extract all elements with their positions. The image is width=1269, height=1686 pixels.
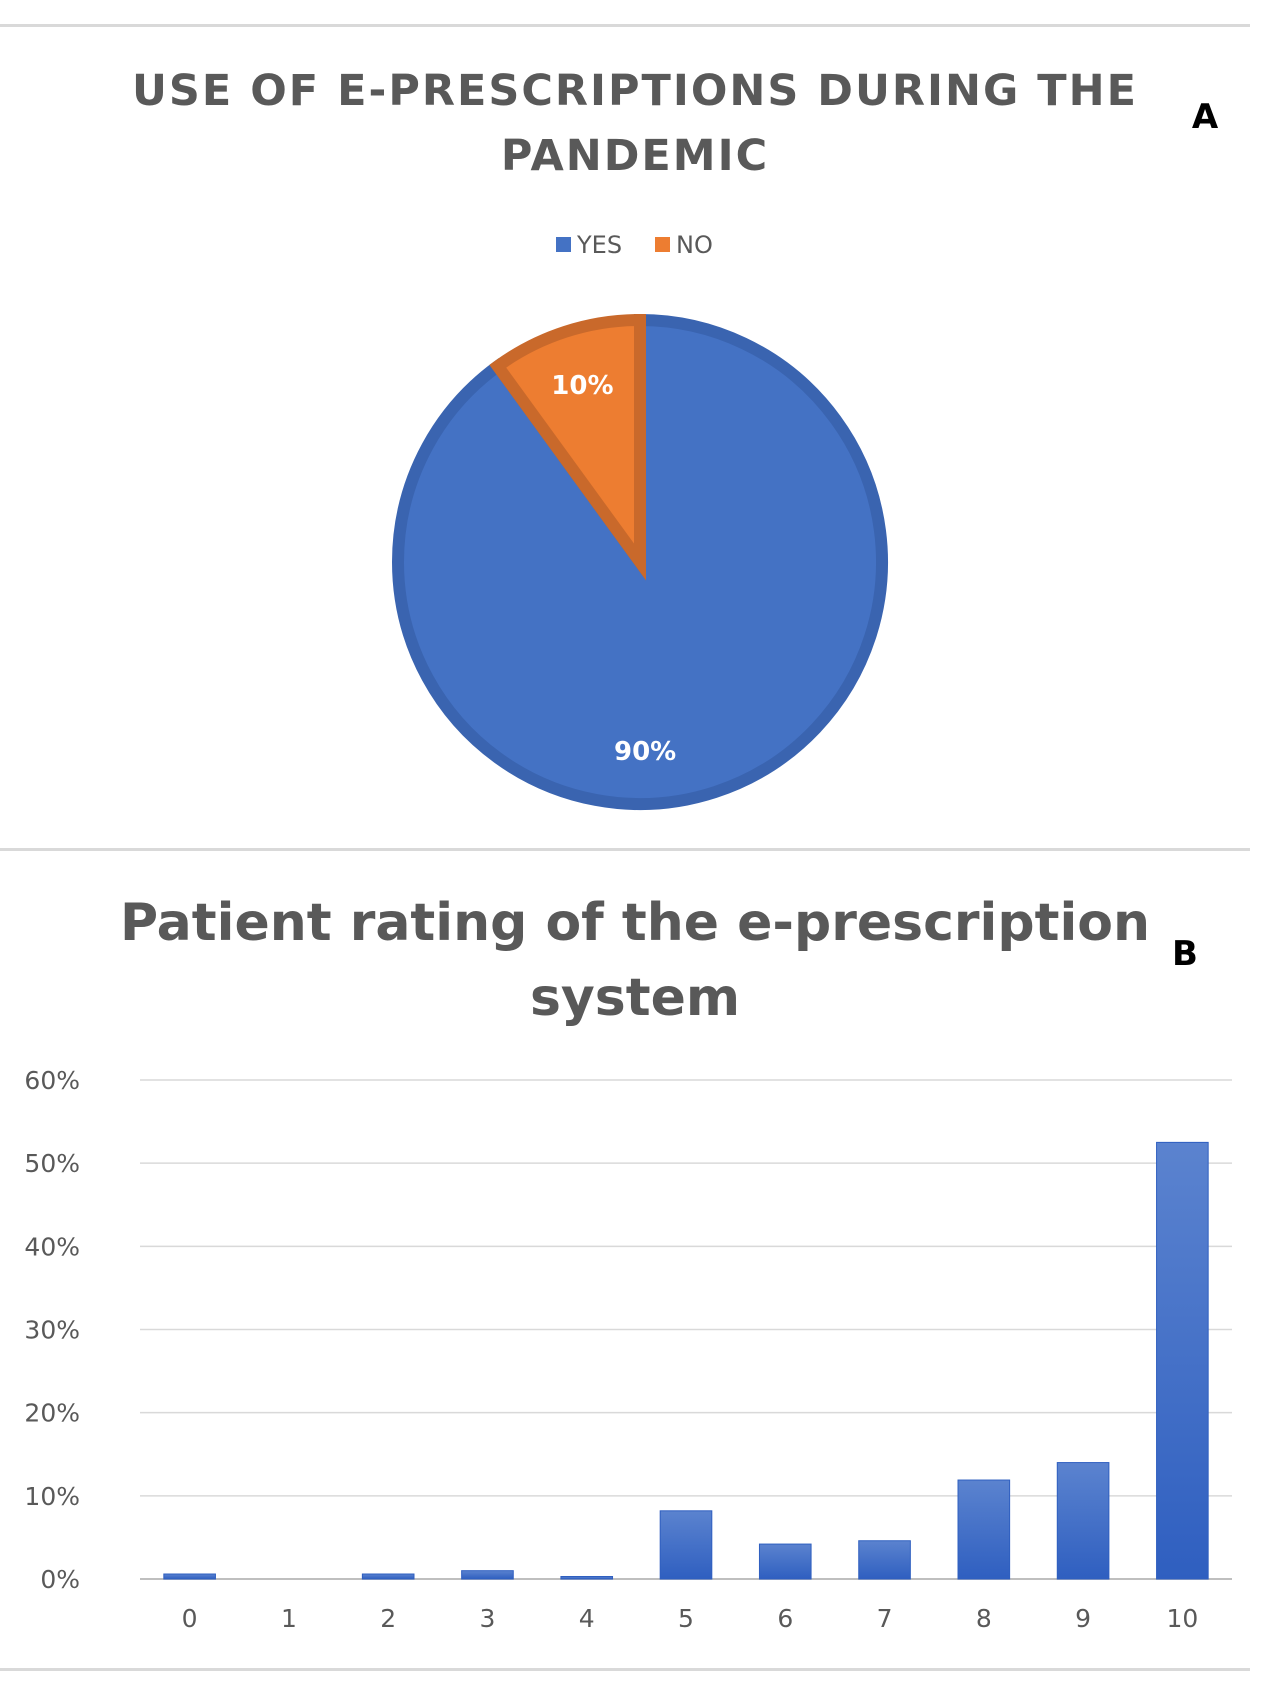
bottom-divider — [0, 1668, 1250, 1671]
bar-chart-title-line2: system — [530, 968, 740, 1028]
bar-rating-3 — [461, 1570, 514, 1580]
x-tick-label: 9 — [1075, 1604, 1091, 1633]
middle-divider — [0, 848, 1250, 851]
pie-slices: 90% 10% — [392, 313, 888, 810]
y-tick-label: 40% — [24, 1232, 80, 1261]
pie-data-label-yes: 90% — [614, 737, 676, 767]
bar-rating-7 — [858, 1540, 911, 1580]
pie-chart-title-line2: PANDEMIC — [501, 131, 769, 181]
bar-marks — [163, 1141, 1209, 1580]
x-tick-label: 3 — [480, 1604, 496, 1633]
x-tick-label: 5 — [678, 1604, 694, 1633]
bar-rating-0 — [163, 1573, 216, 1580]
x-tick-label: 6 — [777, 1604, 793, 1633]
pie-legend: YES NO — [556, 231, 713, 259]
x-tick-label: 4 — [579, 1604, 595, 1633]
legend-label-yes: YES — [576, 231, 622, 259]
y-tick-label: 60% — [24, 1066, 80, 1095]
x-tick-label: 8 — [976, 1604, 992, 1633]
bar-rating-5 — [659, 1510, 713, 1580]
bar-rating-4 — [560, 1576, 614, 1580]
bar-rating-9 — [1056, 1462, 1110, 1580]
bar-rating-8 — [957, 1479, 1011, 1580]
x-tick-label: 0 — [182, 1604, 198, 1633]
x-tick-label: 10 — [1166, 1604, 1198, 1633]
bar-x-axis-ticks: 0 1 2 3 4 5 6 7 8 9 10 — [182, 1604, 1199, 1633]
panel-label-a: A — [1192, 97, 1219, 137]
bar-rating-6 — [758, 1543, 812, 1580]
legend-swatch-no — [655, 237, 670, 252]
y-tick-label: 10% — [24, 1482, 80, 1511]
y-tick-label: 0% — [40, 1565, 80, 1594]
legend-swatch-yes — [556, 237, 571, 252]
y-tick-label: 30% — [24, 1316, 80, 1345]
pie-chart-panel-a: USE OF E-PRESCRIPTIONS DURING THE PANDEM… — [132, 66, 1219, 810]
panel-label-b: B — [1172, 934, 1198, 974]
bar-y-axis-ticks: 0% 10% 20% 30% 40% 50% 60% — [24, 1066, 80, 1594]
pie-slice-no — [489, 313, 646, 581]
pie-data-label-no: 10% — [551, 371, 613, 401]
pie-chart-title-line1: USE OF E-PRESCRIPTIONS DURING THE — [132, 66, 1138, 116]
y-tick-label: 50% — [24, 1149, 80, 1178]
bar-rating-10 — [1156, 1141, 1209, 1580]
bar-rating-2 — [361, 1573, 415, 1580]
legend-label-no: NO — [676, 231, 713, 259]
bar-chart-title-line1: Patient rating of the e-prescription — [120, 893, 1150, 953]
top-divider — [0, 24, 1250, 27]
x-tick-label: 2 — [380, 1604, 396, 1633]
y-tick-label: 20% — [24, 1399, 80, 1428]
x-tick-label: 7 — [877, 1604, 893, 1633]
x-tick-label: 1 — [281, 1604, 297, 1633]
